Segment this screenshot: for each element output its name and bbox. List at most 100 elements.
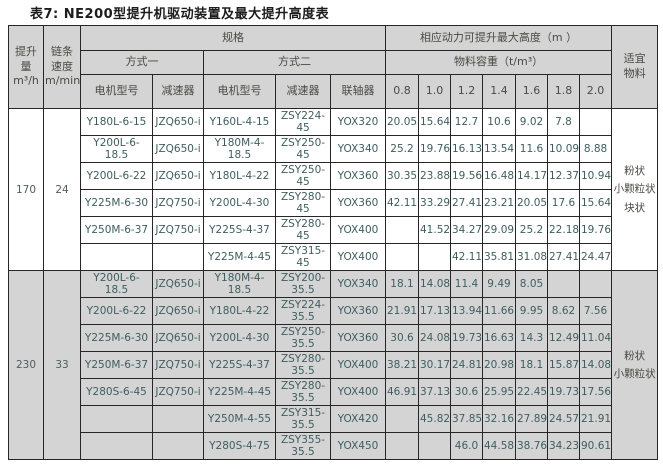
max-height-value: 34.27 bbox=[450, 216, 483, 244]
max-height-value: 18.1 bbox=[385, 270, 419, 298]
method2-reducer-value: ZSY315-45 bbox=[275, 243, 331, 271]
table-row: Y280S-6-45 JZQ750-i Y225M-4-45 ZSY280-35.5 Y… bbox=[9, 378, 658, 406]
method1-reducer-value: JZQ750-i bbox=[152, 351, 204, 379]
chain-speed-value: 33 bbox=[43, 270, 81, 460]
max-height-value: 27.41 bbox=[450, 189, 483, 217]
method2-reducer-value: ZSY224-45 bbox=[275, 108, 331, 136]
method1-reducer-value: JZQ650-i bbox=[152, 270, 204, 298]
max-height-value: 14.08 bbox=[418, 270, 451, 298]
method1-motor-value bbox=[80, 405, 153, 433]
table-row: 230 33 Y200L-6-18.5 JZQ650-i Y180M-4-18.5 ZSY… bbox=[8, 270, 659, 460]
max-height-value: 45.82 bbox=[418, 405, 451, 433]
max-height-value: 25.2 bbox=[385, 135, 419, 163]
method1-reducer-value: JZQ650-i bbox=[152, 108, 204, 136]
max-height-value: 46.91 bbox=[385, 378, 419, 406]
table-row: Y225M-4-45 ZSY315-45 YOX400 42.11 35.81 31.08… bbox=[9, 243, 658, 271]
suitable-material-value: 粉状 小颗粒状 bbox=[611, 270, 659, 460]
max-height-value: 30.35 bbox=[385, 162, 419, 190]
method2-reducer-value: ZSY250-45 bbox=[275, 135, 331, 163]
method2-reducer-value: ZSY280-45 bbox=[275, 189, 331, 217]
max-height-value: 24.47 bbox=[578, 243, 613, 271]
max-height-value: 24.08 bbox=[418, 324, 451, 352]
max-height-value: 25.2 bbox=[515, 216, 548, 244]
max-height-value: 7.56 bbox=[578, 297, 613, 325]
max-height-value: 41.52 bbox=[418, 216, 451, 244]
max-height-value bbox=[418, 243, 451, 271]
method1-motor-value: Y225M-6-30 bbox=[80, 324, 153, 352]
max-height-value bbox=[418, 432, 451, 460]
table-row: Y250M-6-37 JZQ750-i Y225S-4-37 ZSY280-45 YOX… bbox=[9, 216, 658, 244]
method2-reducer-value: ZSY355-35.5 bbox=[275, 432, 331, 460]
max-height-value: 33.29 bbox=[418, 189, 451, 217]
method2-reducer-value: ZSY224-35.5 bbox=[275, 297, 331, 325]
suitable-material-value: 粉状 小颗粒状 块状 bbox=[611, 108, 659, 271]
method1-motor-value: Y250M-6-37 bbox=[80, 216, 153, 244]
method1-reducer-value: JZQ750-i bbox=[152, 216, 204, 244]
coupling-value: YOX320 bbox=[330, 108, 386, 136]
max-height-value: 38.76 bbox=[515, 432, 548, 460]
table-header: 提升量 m³/h 链条 速度 m/min 规格 相应动力可提升最大高度（m ） … bbox=[8, 25, 659, 109]
coupling-value: YOX400 bbox=[330, 378, 386, 406]
max-height-value: 31.08 bbox=[515, 243, 548, 271]
max-height-value: 12.49 bbox=[547, 324, 580, 352]
header-material-density: 物料容重（t/m³） bbox=[384, 50, 613, 75]
header-density-1.8: 1.8 bbox=[547, 74, 580, 109]
max-height-value: 19.73 bbox=[450, 324, 483, 352]
method1-reducer-value: JZQ650-i bbox=[152, 324, 204, 352]
coupling-value: YOX400 bbox=[330, 351, 386, 379]
method2-motor-value: Y225S-4-37 bbox=[203, 216, 276, 244]
max-height-value: 12.7 bbox=[450, 108, 483, 136]
max-height-value: 17.13 bbox=[418, 297, 451, 325]
method2-reducer-value: ZSY315-35.5 bbox=[275, 405, 331, 433]
method2-reducer-value: ZSY280-45 bbox=[275, 216, 331, 244]
max-height-value: 30.17 bbox=[418, 351, 451, 379]
method2-motor-value: Y160L-4-15 bbox=[203, 108, 276, 136]
max-height-value: 32.16 bbox=[482, 405, 516, 433]
coupling-value: YOX400 bbox=[330, 243, 386, 271]
max-height-value: 19.76 bbox=[578, 216, 613, 244]
header-density-1.6: 1.6 bbox=[515, 74, 548, 109]
coupling-value: YOX360 bbox=[330, 189, 386, 217]
max-height-value: 14.08 bbox=[578, 351, 613, 379]
max-height-value: 24.57 bbox=[547, 405, 580, 433]
max-height-value: 17.56 bbox=[578, 378, 613, 406]
max-height-value: 21.91 bbox=[578, 405, 613, 433]
method1-motor-value: Y200L-6-22 bbox=[80, 162, 153, 190]
max-height-value: 46.0 bbox=[450, 432, 483, 460]
max-height-value: 13.94 bbox=[450, 297, 483, 325]
method2-reducer-value: ZSY250-45 bbox=[275, 162, 331, 190]
max-height-value: 10.94 bbox=[578, 162, 613, 190]
max-height-value: 37.13 bbox=[418, 378, 451, 406]
max-height-value: 17.6 bbox=[547, 189, 580, 217]
max-height-value: 19.73 bbox=[547, 378, 580, 406]
method1-motor-value bbox=[80, 432, 153, 460]
max-height-value: 42.11 bbox=[450, 243, 483, 271]
max-height-value: 20.98 bbox=[482, 351, 516, 379]
max-height-value: 19.76 bbox=[418, 135, 451, 163]
max-height-value bbox=[385, 243, 419, 271]
coupling-value: YOX450 bbox=[330, 432, 386, 460]
method2-reducer-value: ZSY200-35.5 bbox=[275, 270, 331, 298]
method1-motor-value: Y250M-6-37 bbox=[80, 351, 153, 379]
header-reducer-2: 减速器 bbox=[275, 74, 331, 109]
method2-motor-value: Y180M-4-18.5 bbox=[203, 135, 276, 163]
max-height-value: 20.05 bbox=[515, 189, 548, 217]
max-height-value bbox=[385, 216, 419, 244]
method1-reducer-value: JZQ650-i bbox=[152, 162, 204, 190]
table-row: Y200L-6-22 JZQ650-i Y180L-4-22 ZSY224-35.5 Y… bbox=[9, 297, 658, 325]
max-height-value: 23.88 bbox=[418, 162, 451, 190]
max-height-value: 14.3 bbox=[515, 324, 548, 352]
max-height-value: 27.89 bbox=[515, 405, 548, 433]
table-row: 170 24 Y180L-6-15 JZQ650-i Y160L-4-15 ZSY224-… bbox=[8, 108, 659, 271]
table-row: Y225M-6-30 JZQ650-i Y200L-4-30 ZSY250-35.5 Y… bbox=[9, 324, 658, 352]
method2-motor-value: Y225M-4-45 bbox=[203, 378, 276, 406]
header-max-lift-height: 相应动力可提升最大高度（m ） bbox=[384, 25, 613, 51]
method1-reducer-value bbox=[152, 432, 204, 460]
max-height-value bbox=[578, 270, 613, 298]
max-height-value: 14.17 bbox=[515, 162, 548, 190]
max-height-value: 15.87 bbox=[547, 351, 580, 379]
header-density-2.0: 2.0 bbox=[578, 74, 613, 109]
method2-motor-value: Y225S-4-37 bbox=[203, 351, 276, 379]
table-body: 170 24 Y180L-6-15 JZQ650-i Y160L-4-15 ZSY224-… bbox=[8, 108, 659, 460]
